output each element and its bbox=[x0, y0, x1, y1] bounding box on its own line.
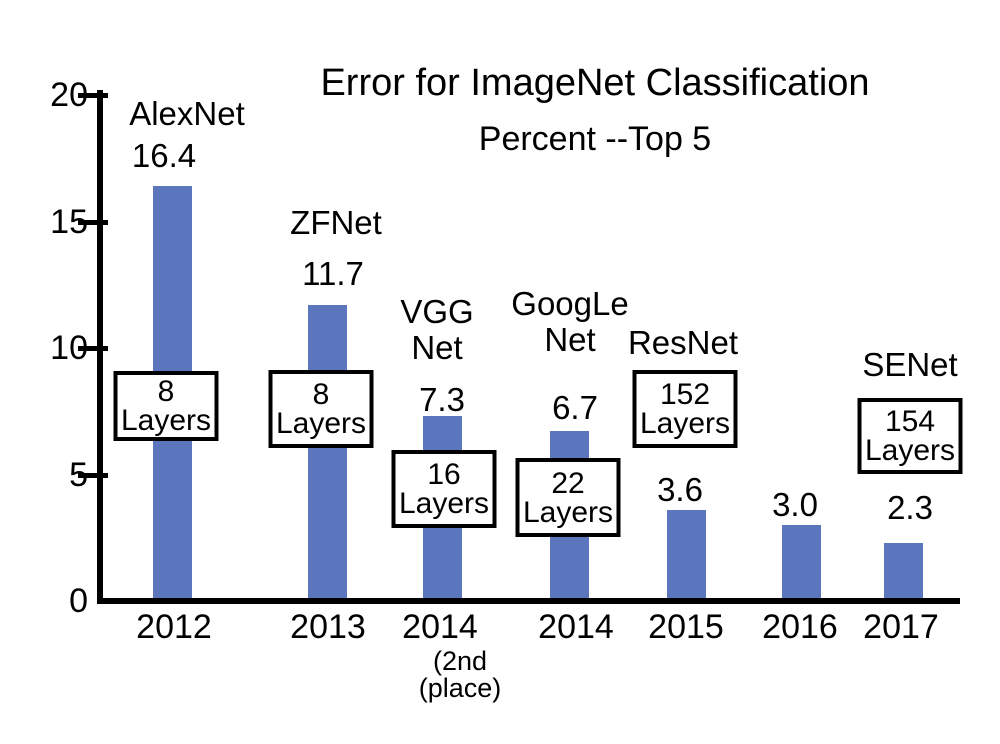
y-tick-label: 20 bbox=[50, 76, 88, 114]
y-tick-label: 10 bbox=[50, 329, 88, 367]
layers-word-zfnet: Layers bbox=[275, 407, 367, 440]
y-tick-label: 0 bbox=[69, 582, 88, 620]
y-tick-mark bbox=[78, 93, 108, 98]
network-name-resnet: ResNet bbox=[627, 324, 739, 361]
layers-word-alexnet: Layers bbox=[120, 404, 212, 437]
y-tick-mark bbox=[78, 220, 108, 225]
y-tick-label: 15 bbox=[50, 203, 88, 241]
x-axis-line bbox=[97, 598, 960, 604]
network-name-googlenet: GoogLe Net bbox=[511, 285, 629, 358]
year-note-vggnet: (2nd (place) bbox=[418, 646, 502, 703]
layers-count-senet: 154 bbox=[884, 405, 936, 438]
value-label-googlenet: 6.7 bbox=[552, 389, 598, 426]
y-tick-mark bbox=[78, 346, 108, 351]
value-label-zfnet: 11.7 bbox=[302, 255, 364, 292]
layers-box-resnet: 152 Layers bbox=[632, 370, 738, 448]
layers-count-googlenet: 22 bbox=[551, 466, 585, 500]
value-label-senet: 2.3 bbox=[887, 489, 933, 526]
layers-word-googlenet: Layers bbox=[522, 495, 614, 529]
value-label-resnet: 3.6 bbox=[657, 471, 703, 508]
layers-box-senet: 154 Layers bbox=[857, 398, 963, 474]
layers-word-vggnet: Layers bbox=[398, 487, 490, 520]
y-tick-mark bbox=[78, 473, 108, 478]
value-label-alexnet: 16.4 bbox=[131, 137, 197, 174]
year-label-2016: 2016 bbox=[762, 608, 838, 646]
layers-count-zfnet: 8 bbox=[312, 378, 330, 411]
bar-2016 bbox=[781, 525, 821, 601]
layers-count-resnet: 152 bbox=[659, 378, 711, 411]
value-label-vggnet: 7.3 bbox=[419, 381, 465, 418]
y-tick-label: 5 bbox=[69, 456, 88, 494]
bar-zfnet bbox=[307, 305, 347, 601]
layers-word-resnet: Layers bbox=[639, 407, 731, 440]
network-name-senet: SENet bbox=[862, 346, 958, 383]
year-label-alexnet: 2012 bbox=[136, 608, 212, 646]
network-name-vggnet: VGG Net bbox=[400, 293, 474, 366]
year-label-zfnet: 2013 bbox=[290, 608, 366, 646]
layers-box-googlenet: 22 Layers bbox=[515, 458, 621, 537]
chart-title: Error for ImageNet Classification bbox=[320, 62, 870, 104]
layers-count-vggnet: 16 bbox=[427, 458, 461, 491]
year-label-vggnet: 2014 bbox=[402, 608, 478, 646]
bar-resnet bbox=[666, 510, 706, 601]
year-label-resnet: 2015 bbox=[648, 608, 724, 646]
layers-box-alexnet: 8 Layers bbox=[113, 371, 219, 441]
layers-box-zfnet: 8 Layers bbox=[268, 370, 374, 448]
network-name-zfnet: ZFNet bbox=[290, 204, 382, 241]
layers-word-senet: Layers bbox=[864, 434, 956, 467]
chart-subtitle: Percent --Top 5 bbox=[478, 120, 712, 158]
layers-box-vggnet: 16 Layers bbox=[391, 450, 497, 528]
year-label-senet: 2017 bbox=[863, 608, 939, 646]
layers-count-alexnet: 8 bbox=[157, 375, 175, 408]
year-label-googlenet: 2014 bbox=[538, 608, 614, 646]
network-name-alexnet: AlexNet bbox=[129, 95, 245, 132]
value-label-2016: 3.0 bbox=[772, 486, 818, 523]
bar-senet bbox=[883, 543, 923, 601]
